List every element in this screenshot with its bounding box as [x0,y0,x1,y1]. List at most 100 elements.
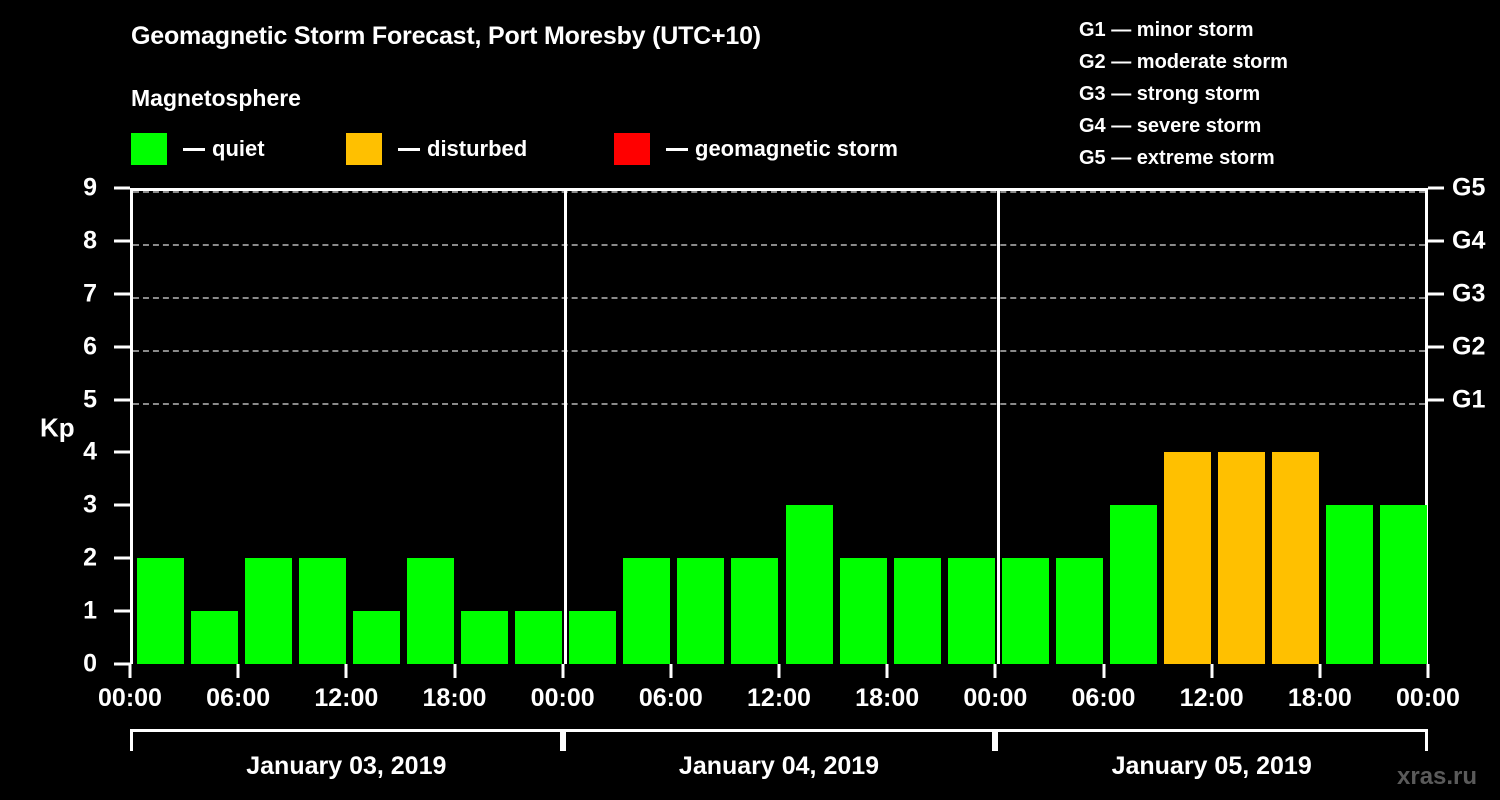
kp-bar[interactable] [1218,452,1266,664]
plot-inner [133,191,1428,664]
y-tick-label: 4 [83,437,97,466]
g-scale-legend-row: G4 — severe storm [1079,115,1262,137]
y-axis-right: G1 G2 G3 G4 G5 [1428,0,1500,800]
x-tick-label: 18:00 [422,684,487,712]
kp-bar[interactable] [731,558,779,664]
legend-label: geomagnetic storm [695,136,898,161]
x-tick-mark [777,664,781,678]
y-tick-label: 6 [83,332,97,361]
g-tick-mark [1428,292,1444,296]
kp-bar[interactable] [1055,558,1103,664]
kp-bar[interactable] [1001,558,1049,664]
g-tick-mark [1428,239,1444,243]
x-axis: 00:00 06:00 12:00 18:00 00:00 06:00 12:00 18:00… [0,664,1500,734]
kp-bar[interactable] [352,611,400,664]
kp-bar[interactable] [1326,505,1374,664]
g-tick-mark [1428,186,1444,190]
x-tick-label: 00:00 [530,684,595,712]
y-tick-mark [114,556,130,560]
y-tick-mark [114,186,130,190]
date-bracket [562,729,996,751]
kp-bar[interactable] [569,611,617,664]
legend-dash-icon [666,147,688,151]
y-tick-label: 1 [83,596,97,625]
g-scale-legend-row: G5 — extreme storm [1079,147,1275,169]
kp-bar[interactable] [677,558,725,664]
x-tick-mark [669,664,673,678]
gridline [133,243,1425,246]
x-tick-label: 06:00 [1071,684,1136,712]
x-tick-mark [885,664,889,678]
day-divider [996,191,1000,664]
date-bracket [130,729,563,751]
kp-bar[interactable] [406,558,454,664]
y-axis-title: Kp [40,412,75,443]
quiet-swatch [131,133,167,165]
day-divider [564,191,568,664]
y-tick-mark [114,450,130,454]
series-label: Magnetosphere [131,85,301,111]
legend-entry: quiet [131,133,265,165]
kp-bar[interactable] [190,611,238,664]
y-tick-mark [114,239,130,243]
kp-bar[interactable] [1110,505,1158,664]
g-scale-legend-row: G3 — strong storm [1079,83,1261,105]
kp-bar[interactable] [947,558,995,664]
y-tick-mark [114,345,130,349]
x-tick-mark [128,664,132,678]
gridline [133,191,1425,193]
x-tick-label: 06:00 [206,684,271,712]
kp-bar[interactable] [515,611,563,664]
gridline [133,349,1425,352]
kp-bar[interactable] [136,558,184,664]
x-tick-mark [344,664,348,678]
y-tick-label: 8 [83,226,97,255]
kp-bar[interactable] [623,558,671,664]
kp-bar[interactable] [839,558,887,664]
plot-area [130,188,1428,664]
x-tick-label: 12:00 [314,684,379,712]
y-tick-mark [114,398,130,402]
x-tick-label: 18:00 [855,684,920,712]
x-tick-mark [1318,664,1322,678]
g-scale-legend-row: G1 — minor storm [1079,19,1254,41]
kp-bar[interactable] [1164,452,1212,664]
kp-bar[interactable] [1272,452,1320,664]
y-tick-label: 2 [83,543,97,572]
kp-bar[interactable] [785,505,833,664]
legend-dash-icon [183,147,205,151]
x-tick-mark [1102,664,1105,678]
watermark: xras.ru [1397,763,1478,790]
y-tick-label: 5 [83,385,97,414]
kp-bar[interactable] [298,558,346,664]
x-tick-mark [236,664,240,678]
date-brackets [0,729,1500,759]
x-tick-label: 00:00 [98,684,162,712]
x-tick-label: 12:00 [747,684,811,712]
x-tick-mark [453,664,456,678]
g-tick-label: G2 [1452,332,1486,361]
x-tick-label: 00:00 [1396,684,1460,712]
y-tick-label: 7 [83,279,97,308]
gridline [133,402,1425,405]
date-label: January 04, 2019 [678,752,880,780]
date-label: January 05, 2019 [1111,752,1312,780]
g-scale-legend: G1 — minor storm G2 — moderate storm G3 — … [1079,14,1288,174]
gridline [133,296,1425,299]
y-tick-label: 3 [83,490,97,519]
x-tick-mark [561,664,565,678]
date-bracket [995,729,1428,751]
legend-entry: disturbed [346,133,527,165]
y-tick-mark [114,662,130,666]
y-tick-mark [114,609,130,613]
kp-bar[interactable] [244,558,292,664]
x-tick-mark [993,664,997,678]
g-tick-label: G4 [1452,226,1486,255]
kp-bar[interactable] [461,611,509,664]
g-tick-mark [1428,398,1444,402]
y-tick-mark [114,292,130,296]
kp-bar[interactable] [1380,505,1428,664]
kp-bar[interactable] [893,558,941,664]
bars-layer [133,191,1428,664]
date-label: January 03, 2019 [246,752,447,780]
